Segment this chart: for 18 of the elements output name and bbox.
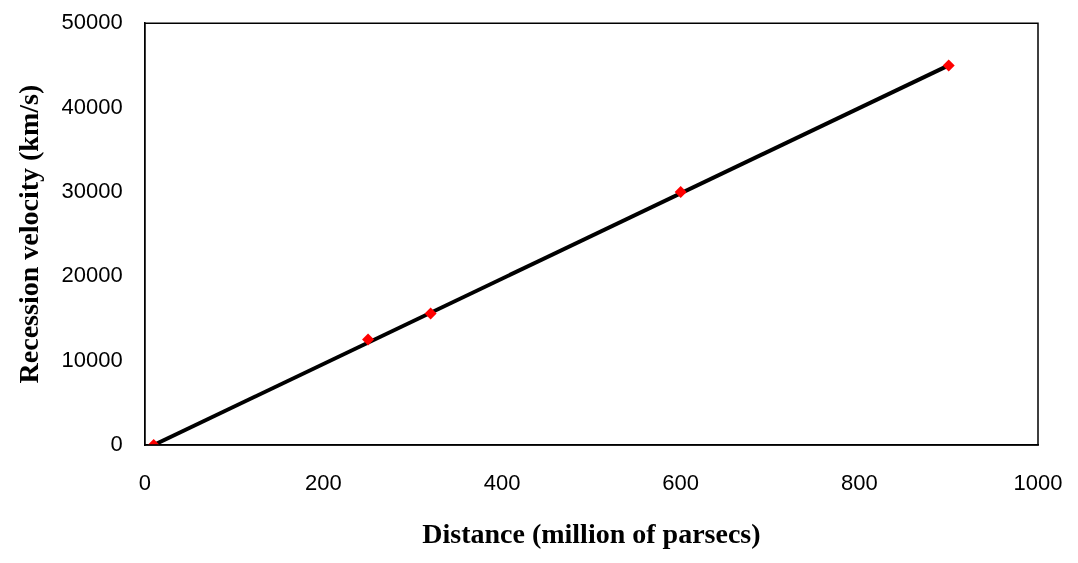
- y-tick-label: 20000: [61, 262, 123, 288]
- point: [362, 333, 375, 346]
- y-tick-label: 10000: [61, 346, 123, 372]
- point: [942, 59, 955, 72]
- point: [424, 307, 437, 320]
- x-tick-label: 200: [305, 470, 342, 496]
- x-tick-label: 800: [841, 470, 878, 496]
- y-tick-label: 50000: [61, 9, 123, 35]
- y-tick-label: 30000: [61, 177, 123, 203]
- y-tick-label: 40000: [61, 93, 123, 119]
- x-tick-label: 1000: [1013, 470, 1063, 496]
- x-tick-label: 400: [483, 470, 521, 496]
- y-axis-title: Recession velocity (km/s): [13, 84, 45, 384]
- x-tick-label: 600: [662, 470, 700, 496]
- y-tick-label: 0: [110, 431, 123, 457]
- x-axis-title: Distance (million of parsecs): [422, 518, 761, 550]
- x-tick-label: 0: [138, 470, 151, 496]
- point: [674, 185, 687, 198]
